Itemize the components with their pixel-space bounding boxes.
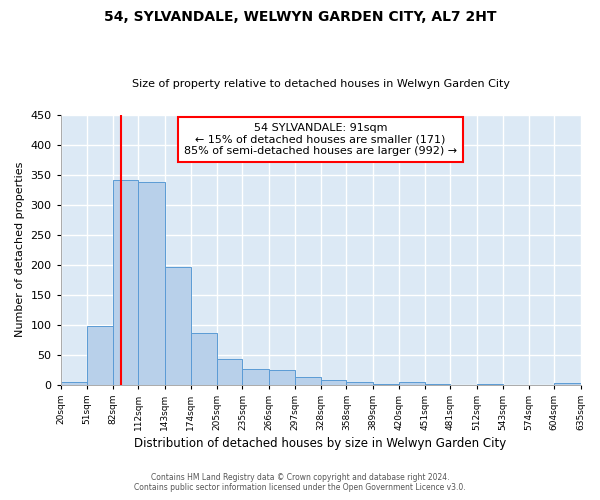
Bar bbox=[139, 182, 164, 384]
Text: 54 SYLVANDALE: 91sqm
← 15% of detached houses are smaller (171)
85% of semi-deta: 54 SYLVANDALE: 91sqm ← 15% of detached h… bbox=[184, 123, 457, 156]
Text: 54, SYLVANDALE, WELWYN GARDEN CITY, AL7 2HT: 54, SYLVANDALE, WELWYN GARDEN CITY, AL7 … bbox=[104, 10, 496, 24]
Bar bbox=[164, 266, 191, 384]
Bar bbox=[295, 378, 321, 384]
Bar bbox=[346, 382, 373, 384]
X-axis label: Distribution of detached houses by size in Welwyn Garden City: Distribution of detached houses by size … bbox=[134, 437, 507, 450]
Title: Size of property relative to detached houses in Welwyn Garden City: Size of property relative to detached ho… bbox=[131, 79, 509, 89]
Bar bbox=[321, 380, 346, 384]
Bar bbox=[87, 326, 113, 384]
Bar bbox=[269, 370, 295, 384]
Bar bbox=[191, 333, 217, 384]
Bar bbox=[242, 369, 269, 384]
Bar bbox=[217, 359, 242, 384]
Y-axis label: Number of detached properties: Number of detached properties bbox=[15, 162, 25, 338]
Bar bbox=[399, 382, 425, 384]
Bar bbox=[113, 180, 139, 384]
Text: Contains HM Land Registry data © Crown copyright and database right 2024.
Contai: Contains HM Land Registry data © Crown c… bbox=[134, 473, 466, 492]
Bar bbox=[61, 382, 87, 384]
